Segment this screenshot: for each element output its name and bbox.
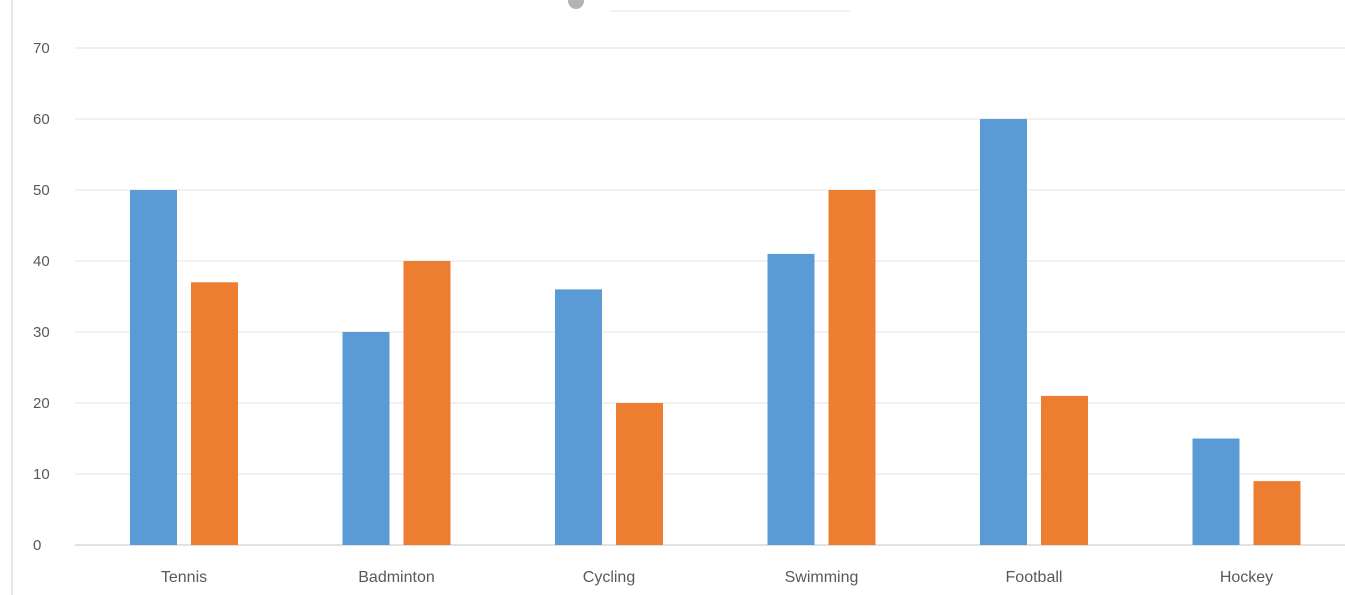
- x-tick-label: Badminton: [358, 569, 435, 586]
- bar-hockey-series-1: [1192, 438, 1240, 545]
- y-tick-label: 10: [33, 466, 50, 483]
- title-underline-fragment: [610, 10, 850, 12]
- y-tick-label: 50: [33, 182, 50, 199]
- y-tick-label: 60: [33, 111, 50, 128]
- x-tick-label: Football: [1006, 569, 1063, 586]
- bar-hockey-series-2: [1253, 481, 1301, 545]
- x-tick-label: Swimming: [785, 569, 859, 586]
- y-tick-label: 0: [33, 537, 41, 554]
- x-tick-label: Tennis: [161, 569, 207, 586]
- bar-tennis-series-2: [191, 282, 238, 545]
- bar-badminton-series-1: [342, 332, 390, 545]
- y-tick-label: 70: [33, 40, 50, 57]
- chart-title-cropped: [520, 0, 860, 14]
- x-tick-label: Cycling: [583, 569, 635, 586]
- bar-cycling-series-1: [555, 289, 602, 545]
- y-tick-label: 30: [33, 324, 50, 341]
- bar-swimming-series-1: [767, 253, 815, 545]
- bar-football-series-1: [980, 119, 1027, 545]
- title-glyph-fragment: [568, 0, 584, 9]
- bar-badminton-series-2: [403, 261, 451, 545]
- x-tick-label: Hockey: [1220, 569, 1273, 586]
- bar-swimming-series-2: [828, 190, 876, 545]
- y-tick-label: 40: [33, 253, 50, 270]
- bar-football-series-2: [1041, 395, 1088, 545]
- bar-tennis-series-1: [130, 190, 177, 545]
- y-tick-label: 20: [33, 395, 50, 412]
- bar-cycling-series-2: [616, 403, 663, 545]
